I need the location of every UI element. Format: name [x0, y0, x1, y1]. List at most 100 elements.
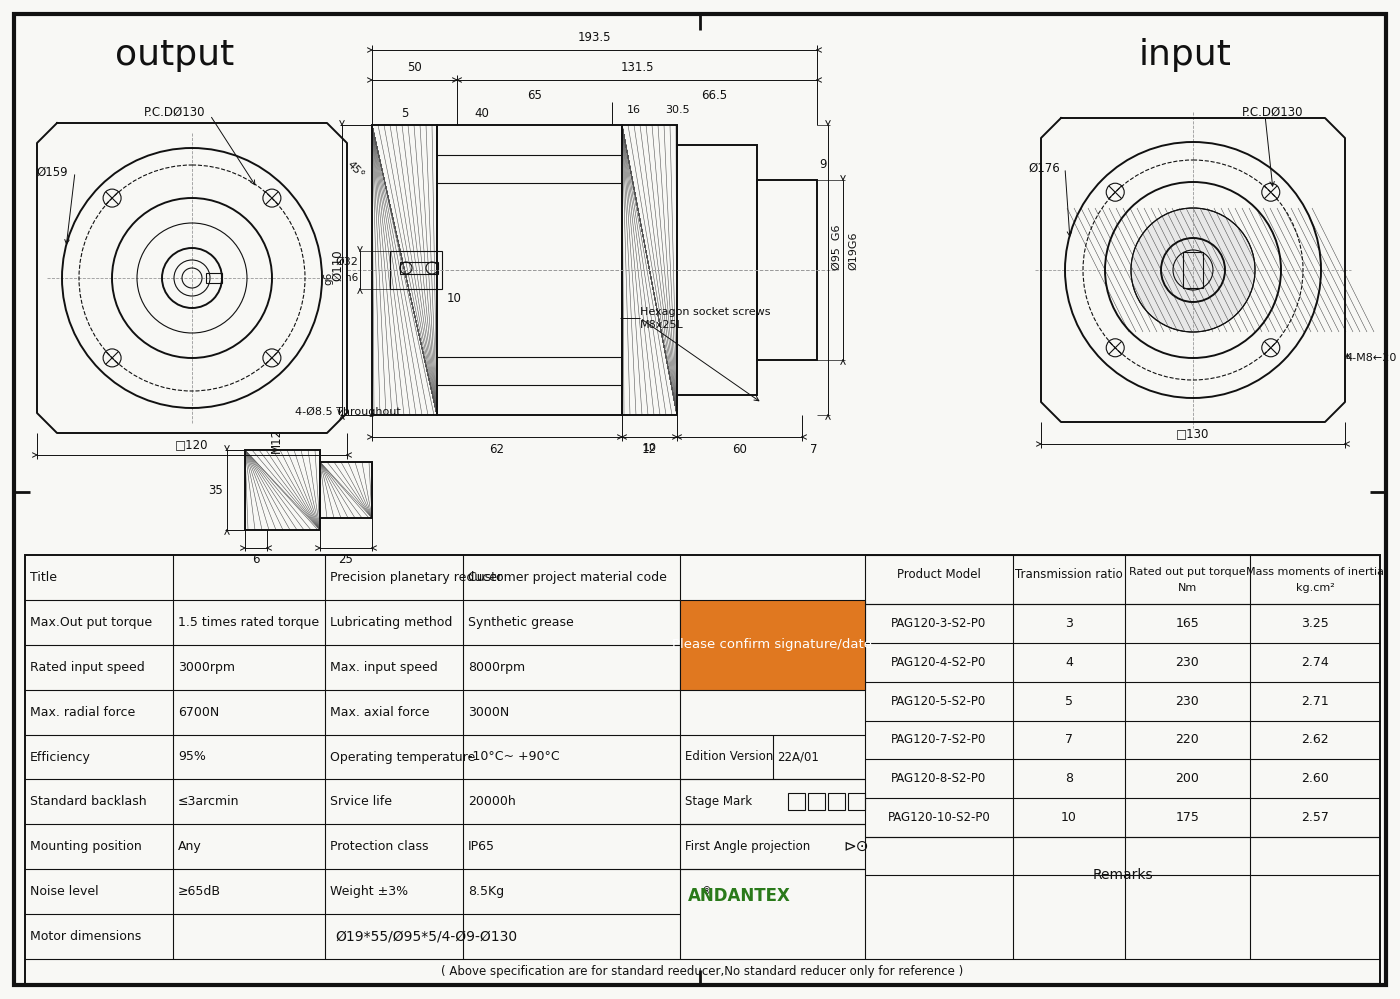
Text: PAG120-8-S2-P0: PAG120-8-S2-P0 — [892, 772, 987, 785]
Text: 6: 6 — [252, 553, 260, 566]
Text: 10: 10 — [447, 292, 462, 305]
Bar — [808, 793, 825, 810]
Text: Efficiency: Efficiency — [29, 750, 91, 763]
Text: ANDANTEX: ANDANTEX — [687, 887, 791, 905]
Text: Ø19G6: Ø19G6 — [848, 232, 858, 270]
Bar — [757, 180, 818, 360]
Text: 7: 7 — [1065, 733, 1072, 746]
Bar — [680, 599, 865, 689]
Text: 95%: 95% — [178, 750, 206, 763]
Text: PAG120-10-S2-P0: PAG120-10-S2-P0 — [888, 811, 990, 824]
Bar — [400, 262, 438, 274]
Text: ®: ® — [701, 886, 711, 896]
Text: Rated out put torque: Rated out put torque — [1130, 566, 1246, 576]
Bar — [391, 251, 442, 289]
Text: 16: 16 — [627, 105, 641, 115]
Text: -10°C~ +90°C: -10°C~ +90°C — [468, 750, 560, 763]
Text: 230: 230 — [1176, 656, 1200, 669]
Text: ≥65dB: ≥65dB — [178, 885, 221, 898]
Text: 45°: 45° — [346, 160, 367, 181]
Text: 60: 60 — [732, 443, 748, 456]
Text: Edition Version: Edition Version — [685, 750, 773, 763]
Text: output: output — [115, 38, 235, 72]
Bar — [678, 145, 757, 395]
Text: P.C.DØ130: P.C.DØ130 — [144, 106, 206, 119]
Bar — [622, 125, 678, 415]
Text: Motor dimensions: Motor dimensions — [29, 930, 141, 943]
Text: 3.25: 3.25 — [1301, 617, 1329, 630]
Text: PAG120-4-S2-P0: PAG120-4-S2-P0 — [892, 656, 987, 669]
Text: Max. axial force: Max. axial force — [330, 705, 430, 718]
Text: 2.62: 2.62 — [1301, 733, 1329, 746]
Text: 4-Ø8.5 Throughout: 4-Ø8.5 Throughout — [295, 407, 400, 418]
Text: 200: 200 — [1176, 772, 1200, 785]
Text: 10: 10 — [643, 443, 657, 453]
Text: 8.5Kg: 8.5Kg — [468, 885, 504, 898]
Bar — [245, 450, 321, 530]
Text: Mounting position: Mounting position — [29, 840, 141, 853]
Text: ( Above specification are for standard reeducer,No standard reducer only for ref: ( Above specification are for standard r… — [441, 965, 963, 978]
Text: 35: 35 — [209, 484, 223, 497]
Text: Precision planetary reducer: Precision planetary reducer — [330, 571, 503, 584]
Text: 2.71: 2.71 — [1301, 694, 1329, 707]
Text: 3000N: 3000N — [468, 705, 510, 718]
Text: 8000rpm: 8000rpm — [468, 660, 525, 673]
Text: 131.5: 131.5 — [620, 61, 654, 74]
Text: 193.5: 193.5 — [578, 31, 612, 44]
Text: IP65: IP65 — [468, 840, 496, 853]
Text: Ø19*55/Ø95*5/4-Ø9-Ø130: Ø19*55/Ø95*5/4-Ø9-Ø130 — [336, 929, 518, 944]
Bar — [25, 555, 1380, 985]
Text: 220: 220 — [1176, 733, 1200, 746]
Text: M8x25L: M8x25L — [640, 320, 683, 330]
Text: 40: 40 — [475, 107, 490, 120]
Text: 165: 165 — [1176, 617, 1200, 630]
Text: ≤3arcmin: ≤3arcmin — [178, 795, 239, 808]
Text: g6: g6 — [323, 272, 333, 285]
Text: ⊳⊙: ⊳⊙ — [843, 839, 868, 854]
Text: input: input — [1138, 38, 1232, 72]
Text: 7: 7 — [811, 443, 818, 456]
Text: Operating temperature: Operating temperature — [330, 750, 475, 763]
Text: Rated input speed: Rated input speed — [29, 660, 144, 673]
Text: Transmission ratio: Transmission ratio — [1015, 568, 1123, 581]
Text: Remarks: Remarks — [1092, 868, 1152, 882]
Text: 4: 4 — [1065, 656, 1072, 669]
Text: Max. input speed: Max. input speed — [330, 660, 438, 673]
Text: 10: 10 — [1061, 811, 1077, 824]
Text: 25: 25 — [339, 553, 353, 566]
Text: Ø32: Ø32 — [335, 257, 358, 267]
Text: 5: 5 — [400, 107, 409, 120]
Text: 9: 9 — [819, 159, 826, 172]
Text: First Angle projection: First Angle projection — [685, 840, 811, 853]
Text: 8: 8 — [1065, 772, 1072, 785]
Bar — [1183, 252, 1203, 288]
Bar — [680, 599, 865, 689]
Text: Ø159: Ø159 — [36, 166, 67, 179]
Text: Ø176: Ø176 — [1028, 162, 1060, 175]
Text: Protection class: Protection class — [330, 840, 428, 853]
Text: 66.5: 66.5 — [701, 89, 728, 102]
Text: 50: 50 — [407, 61, 421, 74]
Text: 175: 175 — [1176, 811, 1200, 824]
Text: Weight ±3%: Weight ±3% — [330, 885, 409, 898]
Text: Srvice life: Srvice life — [330, 795, 392, 808]
Bar — [827, 793, 846, 810]
Text: 1.5 times rated torque: 1.5 times rated torque — [178, 615, 319, 628]
Bar — [321, 462, 372, 518]
Text: 22A/01: 22A/01 — [777, 750, 819, 763]
Text: PAG120-3-S2-P0: PAG120-3-S2-P0 — [892, 617, 987, 630]
Text: M12: M12 — [270, 428, 283, 453]
Bar — [788, 793, 805, 810]
Bar — [848, 793, 865, 810]
Text: Noise level: Noise level — [29, 885, 98, 898]
Text: kg.cm²: kg.cm² — [1295, 582, 1334, 592]
Text: Title: Title — [29, 571, 57, 584]
Text: 62: 62 — [490, 443, 504, 456]
Text: Ø95  G6: Ø95 G6 — [832, 225, 841, 270]
Text: Lubricating method: Lubricating method — [330, 615, 452, 628]
Text: 2.60: 2.60 — [1301, 772, 1329, 785]
Text: Standard backlash: Standard backlash — [29, 795, 147, 808]
Text: Max. radial force: Max. radial force — [29, 705, 136, 718]
Text: 30.5: 30.5 — [665, 105, 689, 115]
Text: Nm: Nm — [1177, 582, 1197, 592]
